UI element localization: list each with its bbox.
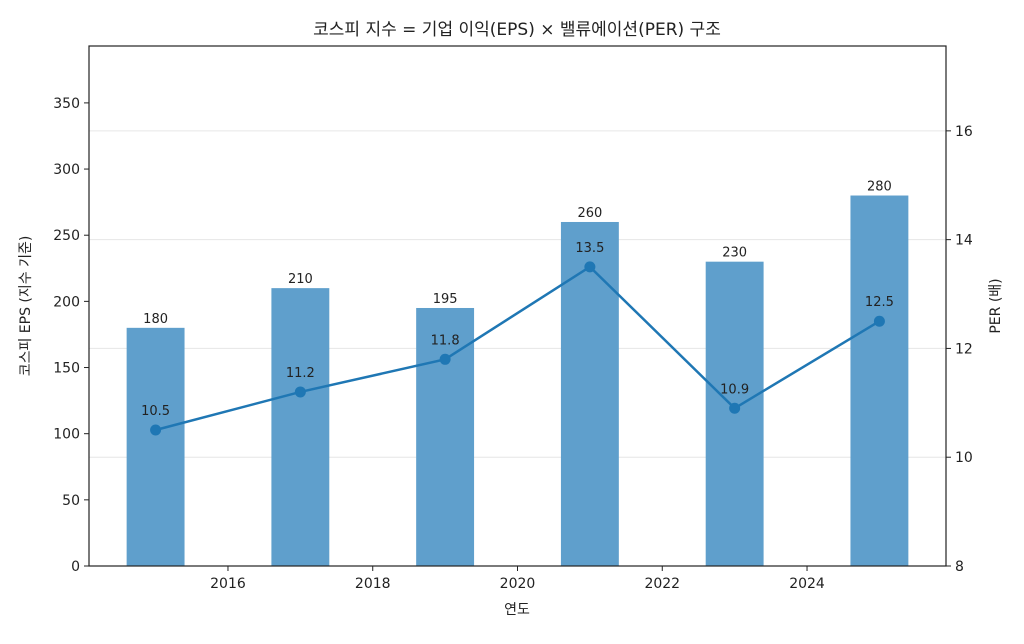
bar-label: 180 [143,312,168,327]
y-axis-left-label: 코스피 EPS (지수 기준) [18,236,34,377]
bar-label: 260 [577,206,602,221]
x-tick-label: 2016 [210,576,246,592]
per-point [873,315,885,327]
x-tick-label: 2020 [500,576,536,592]
per-label: 11.2 [286,366,315,381]
per-point [729,402,741,414]
per-point [294,386,306,398]
x-tick-label: 2018 [355,576,391,592]
per-label: 12.5 [865,295,894,310]
y-left-tick-label: 0 [71,559,80,575]
y-left-tick-label: 300 [53,162,80,178]
x-tick-label: 2024 [789,576,825,592]
y-right-tick-label: 10 [955,450,973,466]
per-point [150,424,162,436]
bar [271,288,330,566]
x-axis-label: 연도 [504,602,530,618]
y-right-tick-label: 12 [955,341,973,357]
per-point [584,261,596,273]
y-left-tick-label: 200 [53,294,80,310]
bar-label: 230 [722,246,747,261]
y-left-tick-label: 350 [53,96,80,112]
per-label: 10.5 [141,404,170,419]
y-right-tick-label: 16 [955,124,973,140]
bar-label: 280 [867,180,892,195]
per-point [439,353,451,365]
y-left-tick-label: 250 [53,228,80,244]
per-line [155,265,881,432]
per-label: 10.9 [720,382,749,397]
y-right-tick-label: 14 [955,233,973,249]
chart-title: 코스피 지수 = 기업 이익(EPS) × 밸류에이션(PER) 구조 [313,20,721,40]
bar [560,221,619,566]
plot-frame [88,45,947,567]
per-label: 11.8 [431,333,460,348]
y-left-tick-label: 150 [53,361,80,377]
bar [126,327,185,566]
bar [850,195,909,566]
bar [416,307,475,566]
bar-label: 195 [433,292,458,307]
y-axis-right-label: PER (배) [988,278,1004,333]
y-left-tick-label: 100 [53,427,80,443]
x-tick-label: 2022 [644,576,680,592]
y-left-tick-label: 50 [62,493,80,509]
per-label: 13.5 [575,241,604,256]
bar [705,261,764,566]
y-right-tick-label: 8 [955,559,964,575]
bar-label: 210 [288,272,313,287]
